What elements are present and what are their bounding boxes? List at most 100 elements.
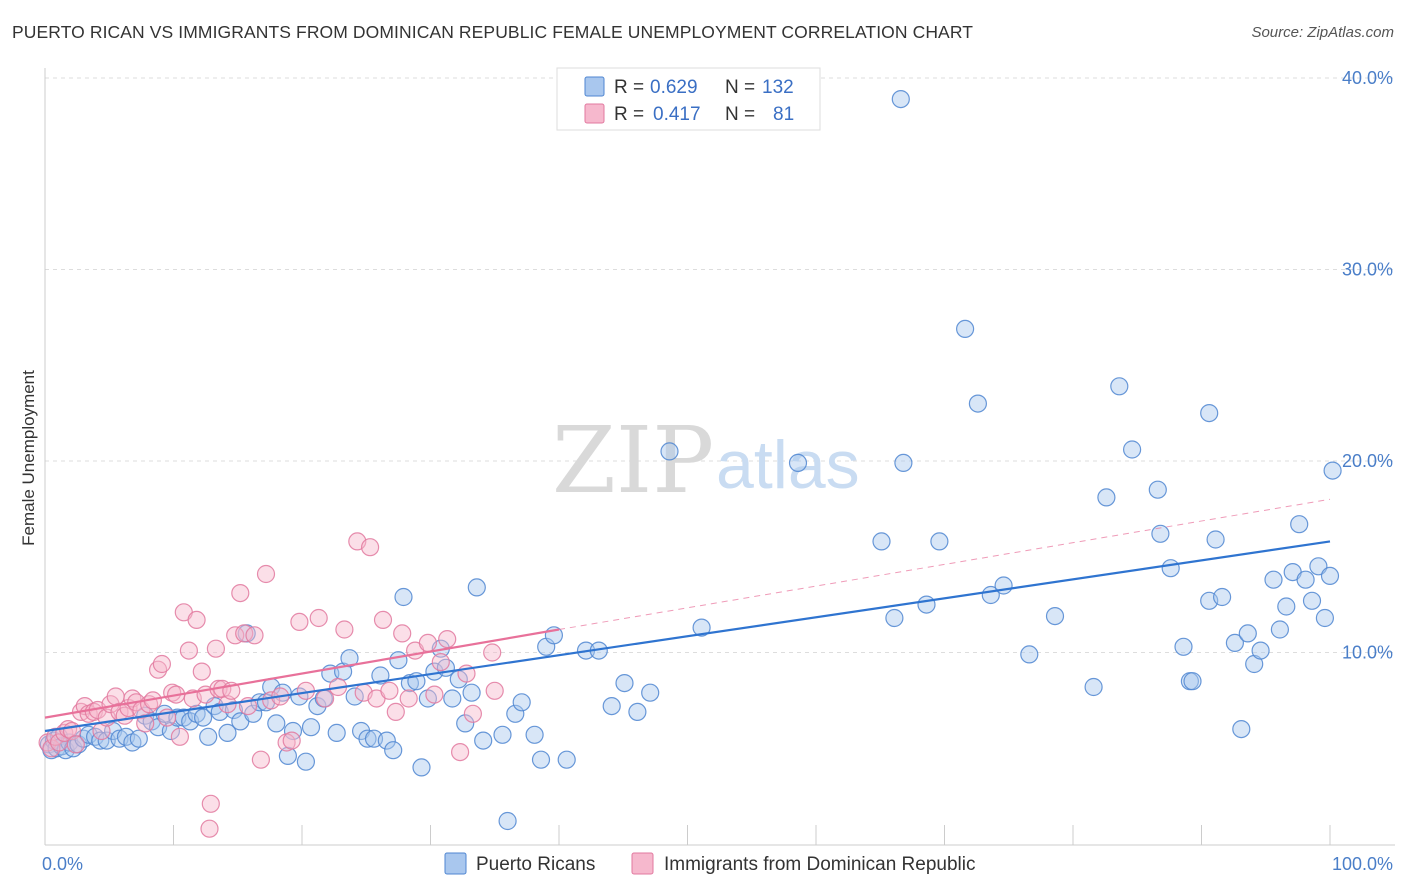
data-point	[371, 666, 390, 685]
data-point	[358, 729, 377, 748]
data-point	[335, 620, 354, 639]
series-legend-swatch-dominican	[631, 852, 654, 875]
data-point	[1323, 461, 1342, 480]
data-point	[345, 687, 364, 706]
data-point	[194, 708, 213, 727]
data-point	[483, 643, 502, 662]
tick-labels: 10.0% 20.0% 30.0% 40.0% 0.0% 100.0%	[42, 68, 1393, 874]
data-point	[136, 714, 155, 733]
data-point	[1264, 570, 1283, 589]
data-point	[399, 689, 418, 708]
data-point	[380, 681, 399, 700]
data-point	[418, 633, 437, 653]
data-point	[467, 578, 486, 597]
data-point	[278, 746, 297, 766]
data-point	[463, 704, 482, 723]
data-point	[485, 681, 504, 700]
data-point	[327, 723, 346, 743]
x-tick-label-max: 100.0%	[1332, 854, 1393, 874]
data-point	[384, 741, 403, 760]
data-point	[361, 538, 380, 557]
data-point	[66, 735, 85, 754]
series-legend: Puerto Ricans Immigrants from Dominican …	[444, 852, 976, 875]
data-point	[394, 587, 413, 607]
data-point	[389, 651, 408, 670]
data-point	[1161, 559, 1180, 578]
source-label: Source: ZipAtlas.com	[1251, 24, 1394, 41]
data-point	[377, 731, 396, 750]
data-point	[1148, 480, 1167, 499]
data-point	[1232, 719, 1251, 739]
data-point	[210, 702, 229, 722]
data-point	[393, 624, 412, 643]
data-point	[462, 683, 481, 702]
data-point	[438, 629, 457, 649]
data-point	[129, 729, 148, 748]
data-point	[917, 595, 936, 614]
data-point	[256, 564, 276, 584]
data-point	[187, 610, 206, 630]
data-point	[1212, 587, 1232, 607]
watermark: ZIP atlas	[552, 407, 860, 514]
data-point	[425, 685, 444, 704]
data-point	[894, 453, 913, 472]
data-point	[692, 618, 711, 637]
series-legend-dominican: Immigrants from Dominican Republic	[664, 854, 976, 875]
data-point	[386, 702, 405, 722]
data-point	[231, 583, 250, 603]
data-point	[1320, 566, 1340, 586]
y-tick-label: 40.0%	[1342, 68, 1393, 88]
data-point	[1315, 608, 1335, 628]
data-point	[308, 696, 327, 716]
data-point	[170, 727, 189, 746]
data-point	[641, 683, 660, 702]
stats-legend: R = 0.629 N = 132 R = 0.417 N = 81	[556, 67, 821, 131]
data-point	[412, 758, 431, 777]
y-tick-label: 20.0%	[1342, 451, 1393, 471]
data-point	[1302, 591, 1322, 610]
data-point	[179, 641, 198, 660]
trend-lines	[44, 498, 1331, 733]
legend-r-value-2: 0.417	[653, 104, 701, 125]
legend-swatch-pink	[584, 103, 605, 124]
data-point	[615, 673, 634, 693]
data-point	[602, 696, 621, 716]
series-legend-swatch-puerto-ricans	[444, 852, 467, 875]
data-point	[1020, 645, 1039, 664]
data-point	[557, 750, 576, 769]
trend-line-extension-dominican	[558, 498, 1331, 631]
data-point	[885, 608, 904, 628]
data-point	[373, 610, 393, 630]
data-point	[1225, 633, 1245, 653]
data-point	[512, 693, 531, 712]
data-point	[1200, 404, 1219, 423]
data-point	[1045, 606, 1065, 626]
data-point	[1183, 672, 1202, 691]
data-point	[218, 723, 237, 743]
data-point	[1290, 515, 1309, 534]
y-tick-label: 30.0%	[1342, 260, 1393, 280]
data-points	[38, 89, 1342, 838]
data-point	[199, 727, 218, 746]
data-point	[200, 819, 219, 838]
data-point	[1174, 637, 1193, 656]
y-tick-label: 10.0%	[1342, 643, 1393, 663]
data-point	[192, 662, 211, 681]
data-point	[290, 612, 309, 632]
data-point	[968, 394, 988, 413]
data-point	[1277, 597, 1296, 616]
data-point	[340, 649, 359, 668]
data-point	[91, 731, 110, 750]
grid-lines	[45, 77, 1395, 653]
y-axis-label: Female Unemployment	[19, 370, 38, 546]
data-point	[301, 718, 321, 737]
data-point	[1122, 440, 1142, 459]
data-point	[1110, 377, 1129, 396]
watermark-atlas: atlas	[716, 427, 860, 503]
data-point	[309, 608, 328, 628]
data-point	[1296, 570, 1315, 589]
data-point	[431, 652, 450, 672]
x-tick-label-min: 0.0%	[42, 854, 83, 874]
data-point	[296, 752, 315, 771]
data-point	[1084, 677, 1103, 697]
